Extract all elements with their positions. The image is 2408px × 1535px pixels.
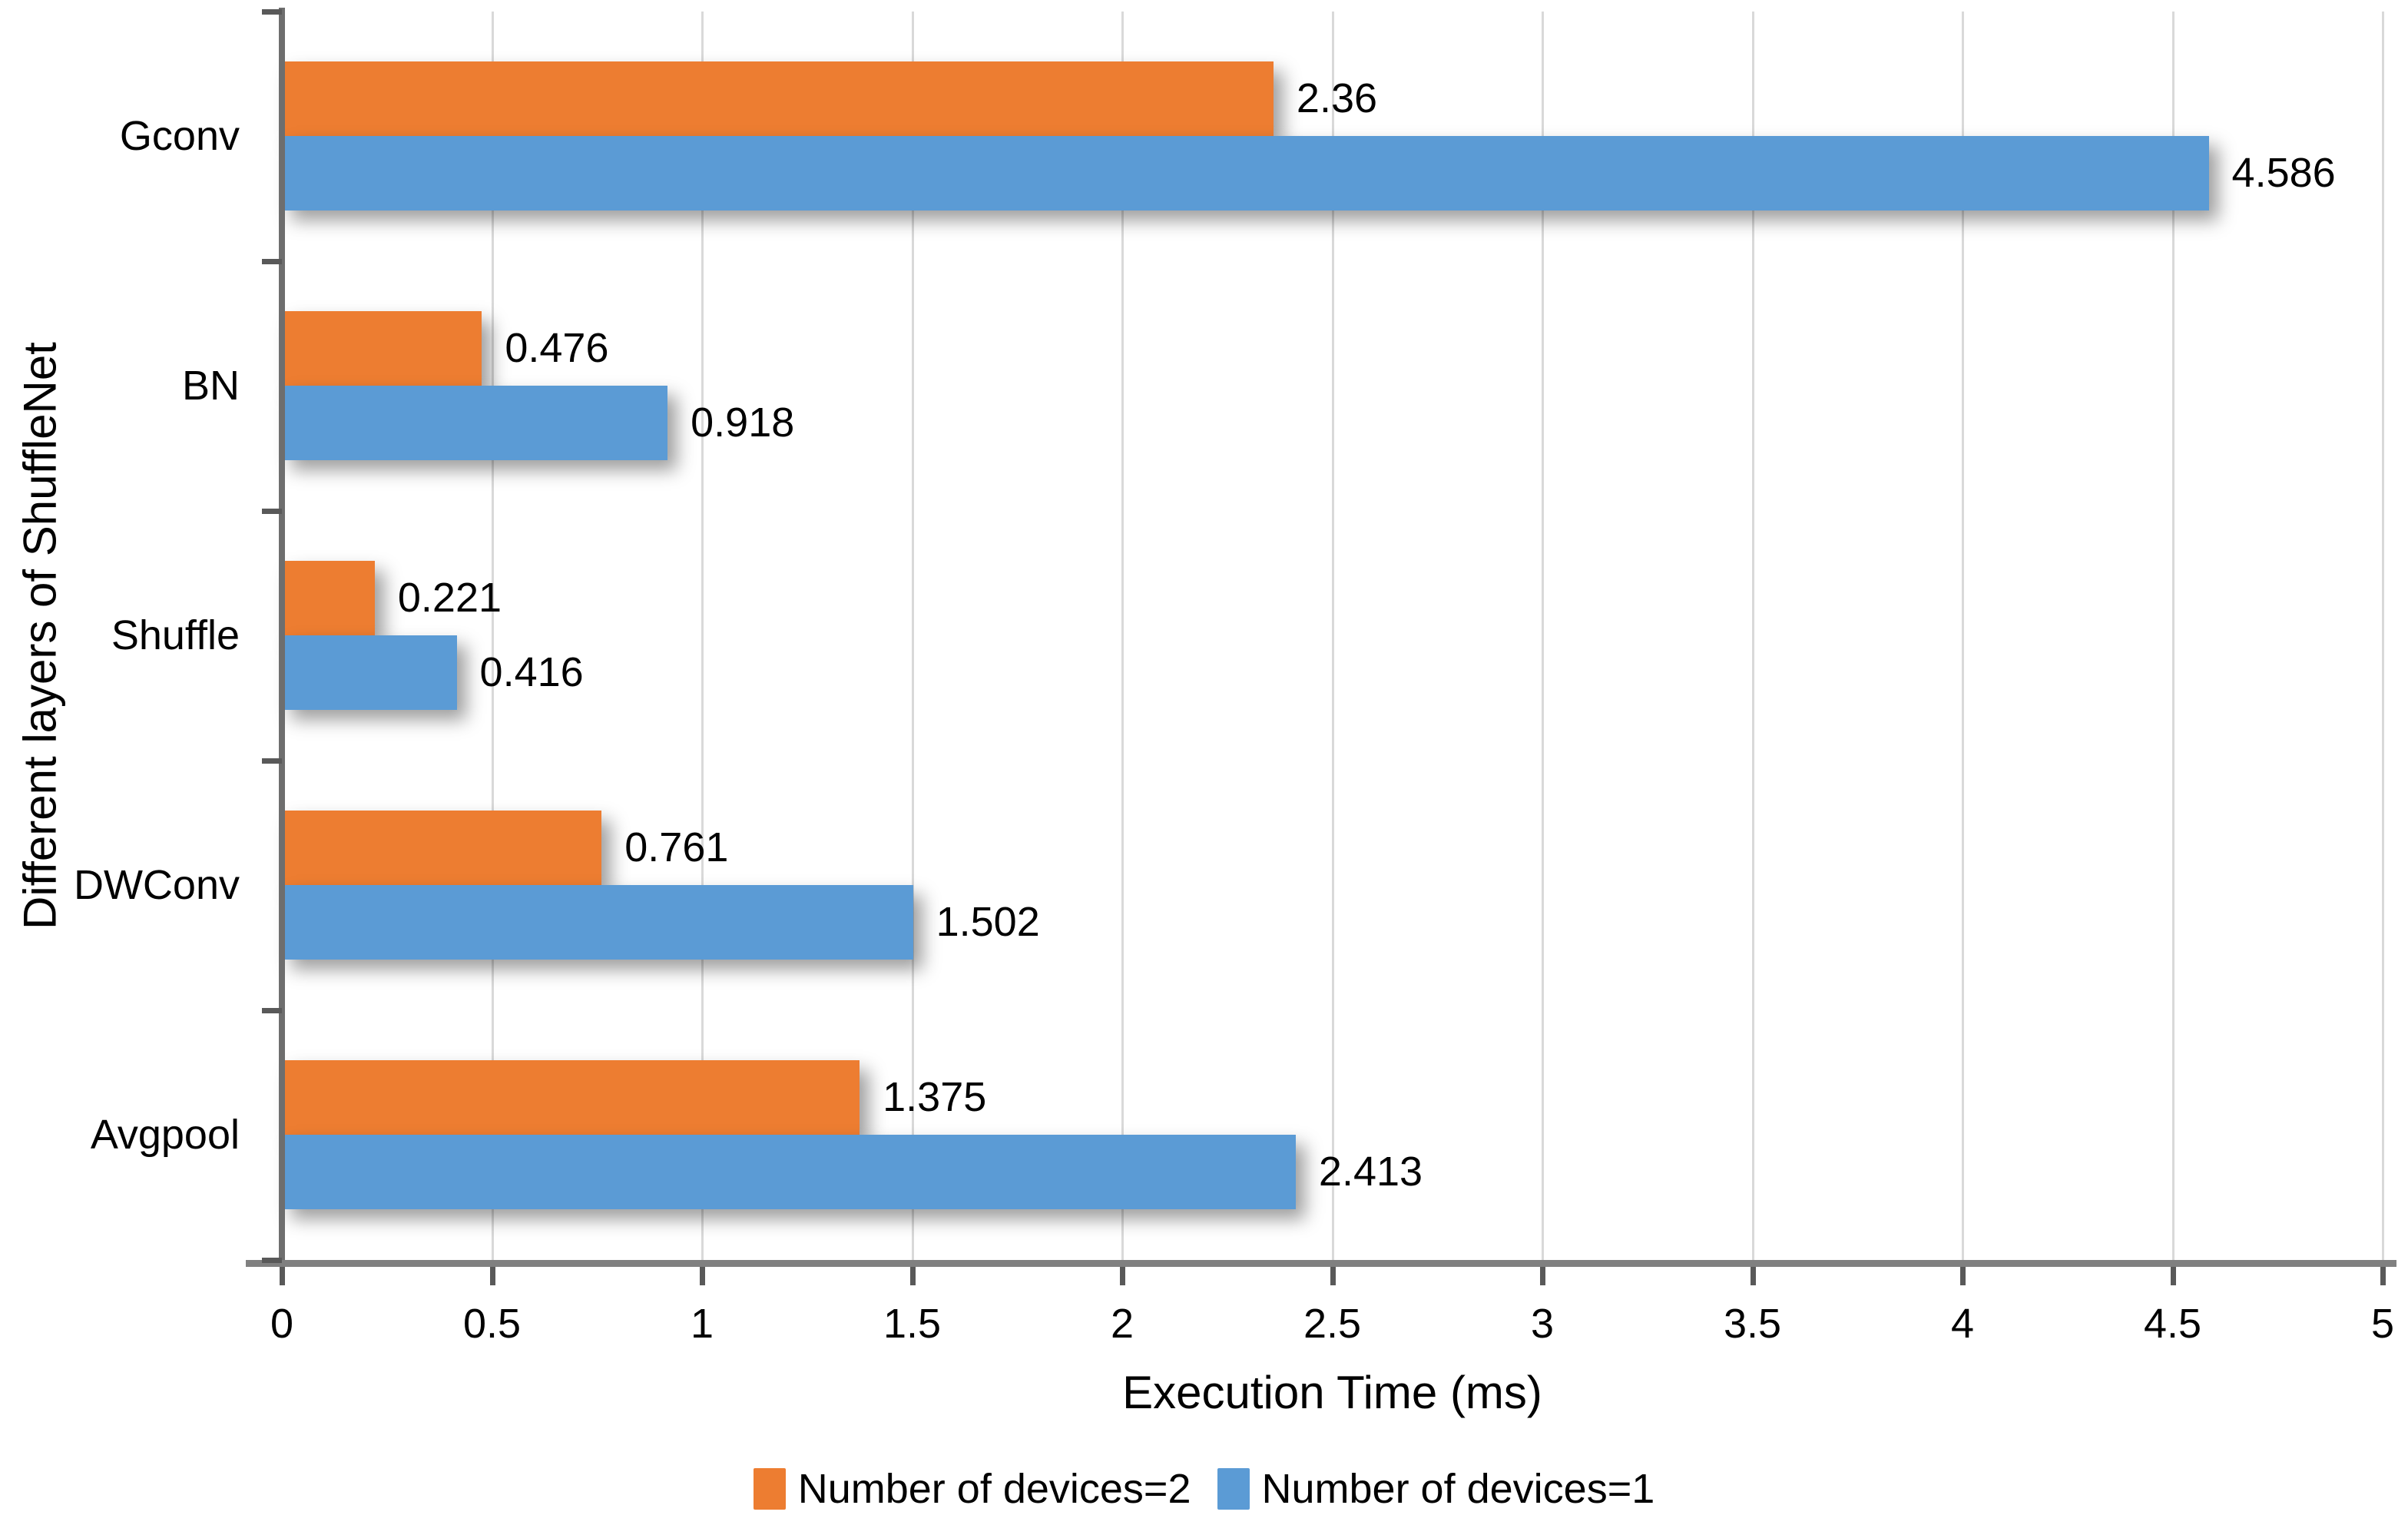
x-axis-tick [1330,1267,1336,1285]
bar-shuffle-series-2: 0.416 [282,635,584,710]
legend-label-devices-2: Number of devices=2 [797,1466,1191,1512]
bar-avgpool-series-2: 2.413 [282,1135,1423,1209]
gridline [1542,12,1544,1260]
gridline [701,12,704,1260]
x-axis-tick [1540,1267,1545,1285]
gridline [2171,12,2174,1260]
y-axis-tick [262,1258,282,1263]
gridline [1751,12,1754,1260]
x-tick-label: 2.5 [1303,1301,1362,1347]
data-label: 1.375 [883,1074,987,1120]
gridline [1121,12,1124,1260]
legend-item-devices-1: Number of devices=1 [1217,1465,1655,1513]
x-axis-title: Execution Time (ms) [1122,1367,1542,1418]
category-label-bn: BN [181,363,240,409]
y-axis-tick [262,758,282,764]
plot-area: Gconv 2.36 4.586 BN 0.476 0.918 Shuffle 0.221 0.… [74,12,2384,1260]
bar-bn-series-2: 0.918 [282,386,794,460]
x-axis-tick [1120,1267,1125,1285]
x-tick-label: 0 [270,1301,294,1347]
data-label: 0.476 [505,325,609,371]
category-label-gconv: Gconv [119,113,240,159]
gridline [911,12,914,1260]
x-tick-label: 4.5 [2143,1301,2202,1347]
data-label: 2.413 [1318,1149,1423,1195]
category-label-dwconv: DWConv [73,862,240,908]
data-label: 0.416 [479,649,584,695]
data-label: 0.221 [397,575,502,621]
bar-shuffle-series-1: 0.221 [282,561,502,635]
legend: Number of devices=2 Number of devices=1 [0,1458,2408,1520]
gridline [1331,12,1334,1260]
x-axis-tick [1960,1267,1966,1285]
x-axis-tick [2380,1267,2386,1285]
bar-dwconv-series-2: 1.502 [282,885,1040,960]
bar-bn-series-1: 0.476 [282,311,609,386]
bar-gconv-series-1: 2.36 [282,61,1377,136]
bar-dwconv-series-1: 0.761 [282,811,728,885]
y-axis-line [279,8,285,1265]
category-label-avgpool: Avgpool [90,1112,240,1158]
gridline [491,12,494,1260]
y-axis-tick [262,509,282,514]
data-label: 0.761 [624,824,729,870]
gridline [2382,12,2384,1260]
legend-swatch-devices-1 [1217,1468,1250,1510]
x-tick-label: 3 [1530,1301,1555,1347]
x-tick-label: 2 [1110,1301,1134,1347]
gridline [1962,12,1964,1260]
bar-avgpool-series-1: 1.375 [282,1060,986,1135]
x-axis-tick [909,1267,916,1285]
legend-label-devices-1: Number of devices=1 [1261,1466,1655,1512]
legend-item-devices-2: Number of devices=2 [753,1465,1191,1513]
data-label: 2.36 [1296,75,1378,121]
x-axis-tick [1750,1267,1756,1285]
x-tick-label: 0.5 [462,1301,522,1347]
x-axis-line [246,1260,2396,1267]
x-tick-label: 4 [1950,1301,1975,1347]
legend-swatch-devices-2 [753,1468,786,1510]
data-label: 1.502 [936,899,1040,945]
data-label: 0.918 [691,399,795,446]
bar-gconv-series-2: 4.586 [282,136,2336,211]
x-tick-label: 1.5 [883,1301,942,1347]
x-axis-tick [2170,1267,2176,1285]
y-axis-tick [262,9,282,15]
x-tick-label: 1 [690,1301,714,1347]
y-axis-tick [262,1008,282,1013]
x-axis-tick [489,1267,495,1285]
x-tick-label: 5 [2370,1301,2395,1347]
x-axis-tick [280,1267,285,1285]
y-axis-tick [262,259,282,264]
category-label-shuffle: Shuffle [111,612,240,658]
x-axis-tick [700,1267,705,1285]
data-label: 4.586 [2231,150,2336,196]
x-tick-label: 3.5 [1723,1301,1782,1347]
